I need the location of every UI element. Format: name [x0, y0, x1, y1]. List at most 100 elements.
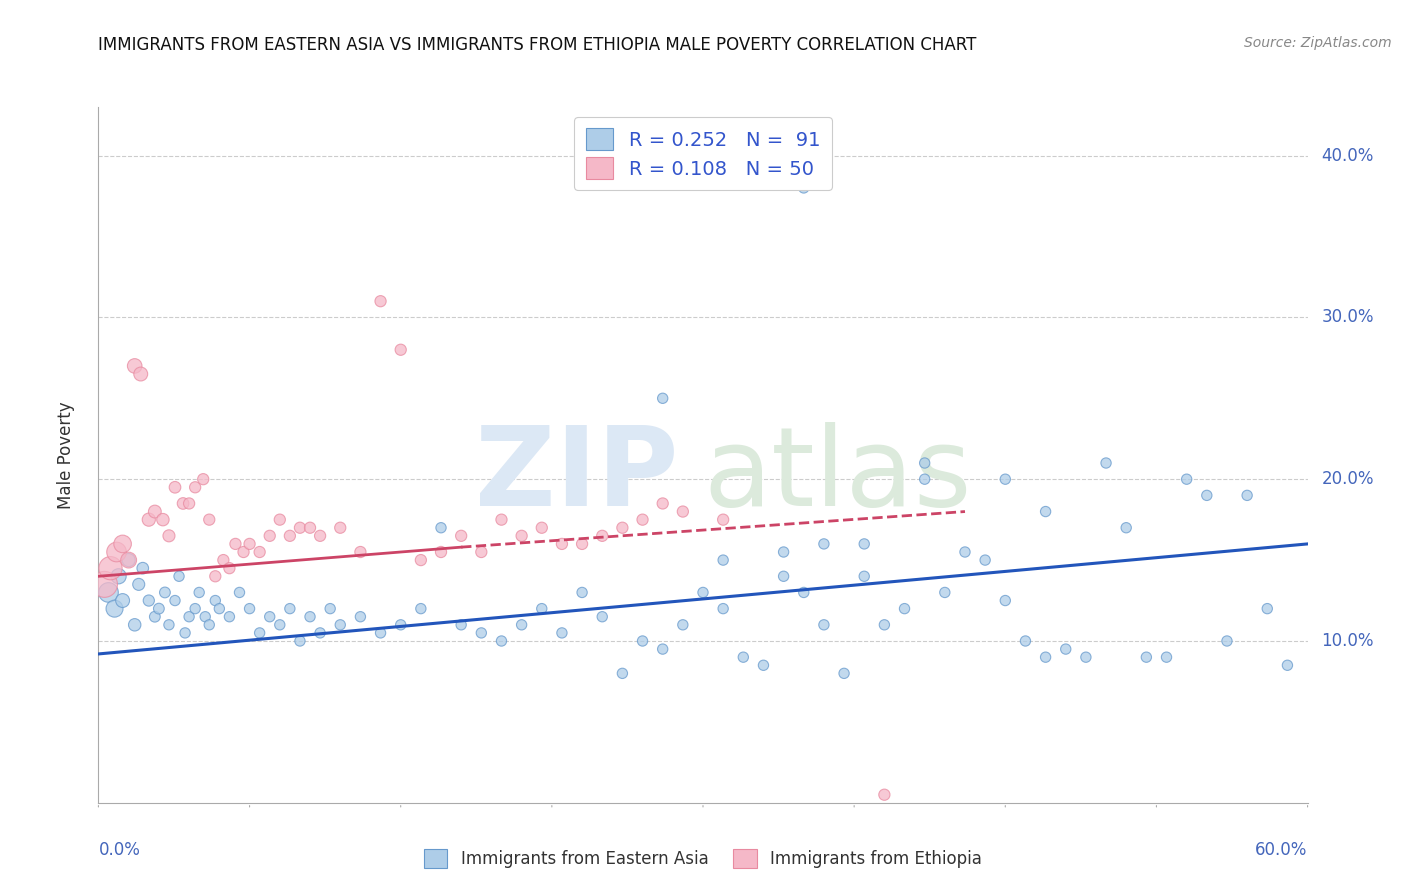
Point — [128, 577, 150, 591]
Point — [349, 545, 371, 559]
Point — [551, 537, 574, 551]
Point — [1277, 658, 1299, 673]
Point — [1195, 488, 1218, 502]
Point — [124, 617, 146, 632]
Point — [914, 472, 936, 486]
Point — [389, 343, 412, 357]
Point — [1216, 634, 1239, 648]
Point — [591, 609, 613, 624]
Point — [97, 585, 120, 599]
Point — [631, 634, 654, 648]
Point — [184, 480, 207, 494]
Point — [118, 553, 141, 567]
Point — [711, 553, 734, 567]
Point — [672, 617, 695, 632]
Point — [224, 537, 246, 551]
Point — [853, 537, 876, 551]
Point — [1035, 504, 1057, 518]
Point — [143, 504, 166, 518]
Point — [124, 359, 146, 373]
Point — [1236, 488, 1258, 502]
Point — [148, 601, 170, 615]
Point — [893, 601, 915, 615]
Point — [218, 609, 240, 624]
Point — [530, 601, 553, 615]
Point — [651, 642, 673, 657]
Point — [711, 601, 734, 615]
Point — [692, 585, 714, 599]
Text: 0.0%: 0.0% — [98, 841, 141, 859]
Point — [994, 593, 1017, 607]
Point — [873, 617, 896, 632]
Point — [228, 585, 250, 599]
Legend: Immigrants from Eastern Asia, Immigrants from Ethiopia: Immigrants from Eastern Asia, Immigrants… — [418, 843, 988, 875]
Point — [1014, 634, 1036, 648]
Point — [953, 545, 976, 559]
Point — [177, 609, 201, 624]
Point — [100, 561, 122, 575]
Point — [974, 553, 997, 567]
Text: 10.0%: 10.0% — [1322, 632, 1374, 650]
Point — [132, 561, 155, 575]
Point — [249, 626, 271, 640]
Point — [299, 609, 322, 624]
Y-axis label: Male Poverty: Male Poverty — [56, 401, 75, 508]
Point — [430, 521, 453, 535]
Point — [510, 529, 533, 543]
Point — [163, 480, 186, 494]
Point — [934, 585, 956, 599]
Point — [319, 601, 342, 615]
Point — [832, 666, 855, 681]
Point — [1156, 650, 1178, 665]
Text: atlas: atlas — [703, 422, 972, 529]
Point — [551, 626, 574, 640]
Point — [450, 617, 472, 632]
Point — [172, 496, 194, 510]
Point — [212, 553, 235, 567]
Point — [571, 537, 593, 551]
Point — [612, 521, 634, 535]
Point — [450, 529, 472, 543]
Point — [772, 569, 794, 583]
Point — [873, 788, 896, 802]
Point — [198, 617, 221, 632]
Text: IMMIGRANTS FROM EASTERN ASIA VS IMMIGRANTS FROM ETHIOPIA MALE POVERTY CORRELATIO: IMMIGRANTS FROM EASTERN ASIA VS IMMIGRAN… — [98, 36, 977, 54]
Point — [152, 513, 174, 527]
Point — [204, 593, 226, 607]
Point — [591, 529, 613, 543]
Point — [111, 537, 134, 551]
Point — [1054, 642, 1077, 657]
Point — [153, 585, 176, 599]
Point — [370, 294, 392, 309]
Point — [194, 609, 217, 624]
Text: 30.0%: 30.0% — [1322, 309, 1374, 326]
Point — [193, 472, 215, 486]
Point — [138, 513, 160, 527]
Point — [389, 617, 412, 632]
Point — [1074, 650, 1097, 665]
Point — [174, 626, 197, 640]
Point — [118, 553, 141, 567]
Point — [218, 561, 240, 575]
Point — [288, 521, 311, 535]
Point — [177, 496, 201, 510]
Point — [129, 367, 152, 381]
Point — [163, 593, 186, 607]
Point — [530, 521, 553, 535]
Point — [239, 601, 262, 615]
Text: ZIP: ZIP — [475, 422, 679, 529]
Point — [329, 617, 352, 632]
Point — [184, 601, 207, 615]
Point — [1035, 650, 1057, 665]
Point — [510, 617, 533, 632]
Point — [93, 577, 115, 591]
Point — [1256, 601, 1278, 615]
Point — [288, 634, 311, 648]
Point — [259, 609, 281, 624]
Point — [105, 545, 128, 559]
Point — [269, 617, 291, 632]
Point — [672, 504, 695, 518]
Point — [409, 553, 432, 567]
Point — [278, 529, 301, 543]
Legend: R = 0.252   N =  91, R = 0.108   N = 50: R = 0.252 N = 91, R = 0.108 N = 50 — [574, 117, 832, 190]
